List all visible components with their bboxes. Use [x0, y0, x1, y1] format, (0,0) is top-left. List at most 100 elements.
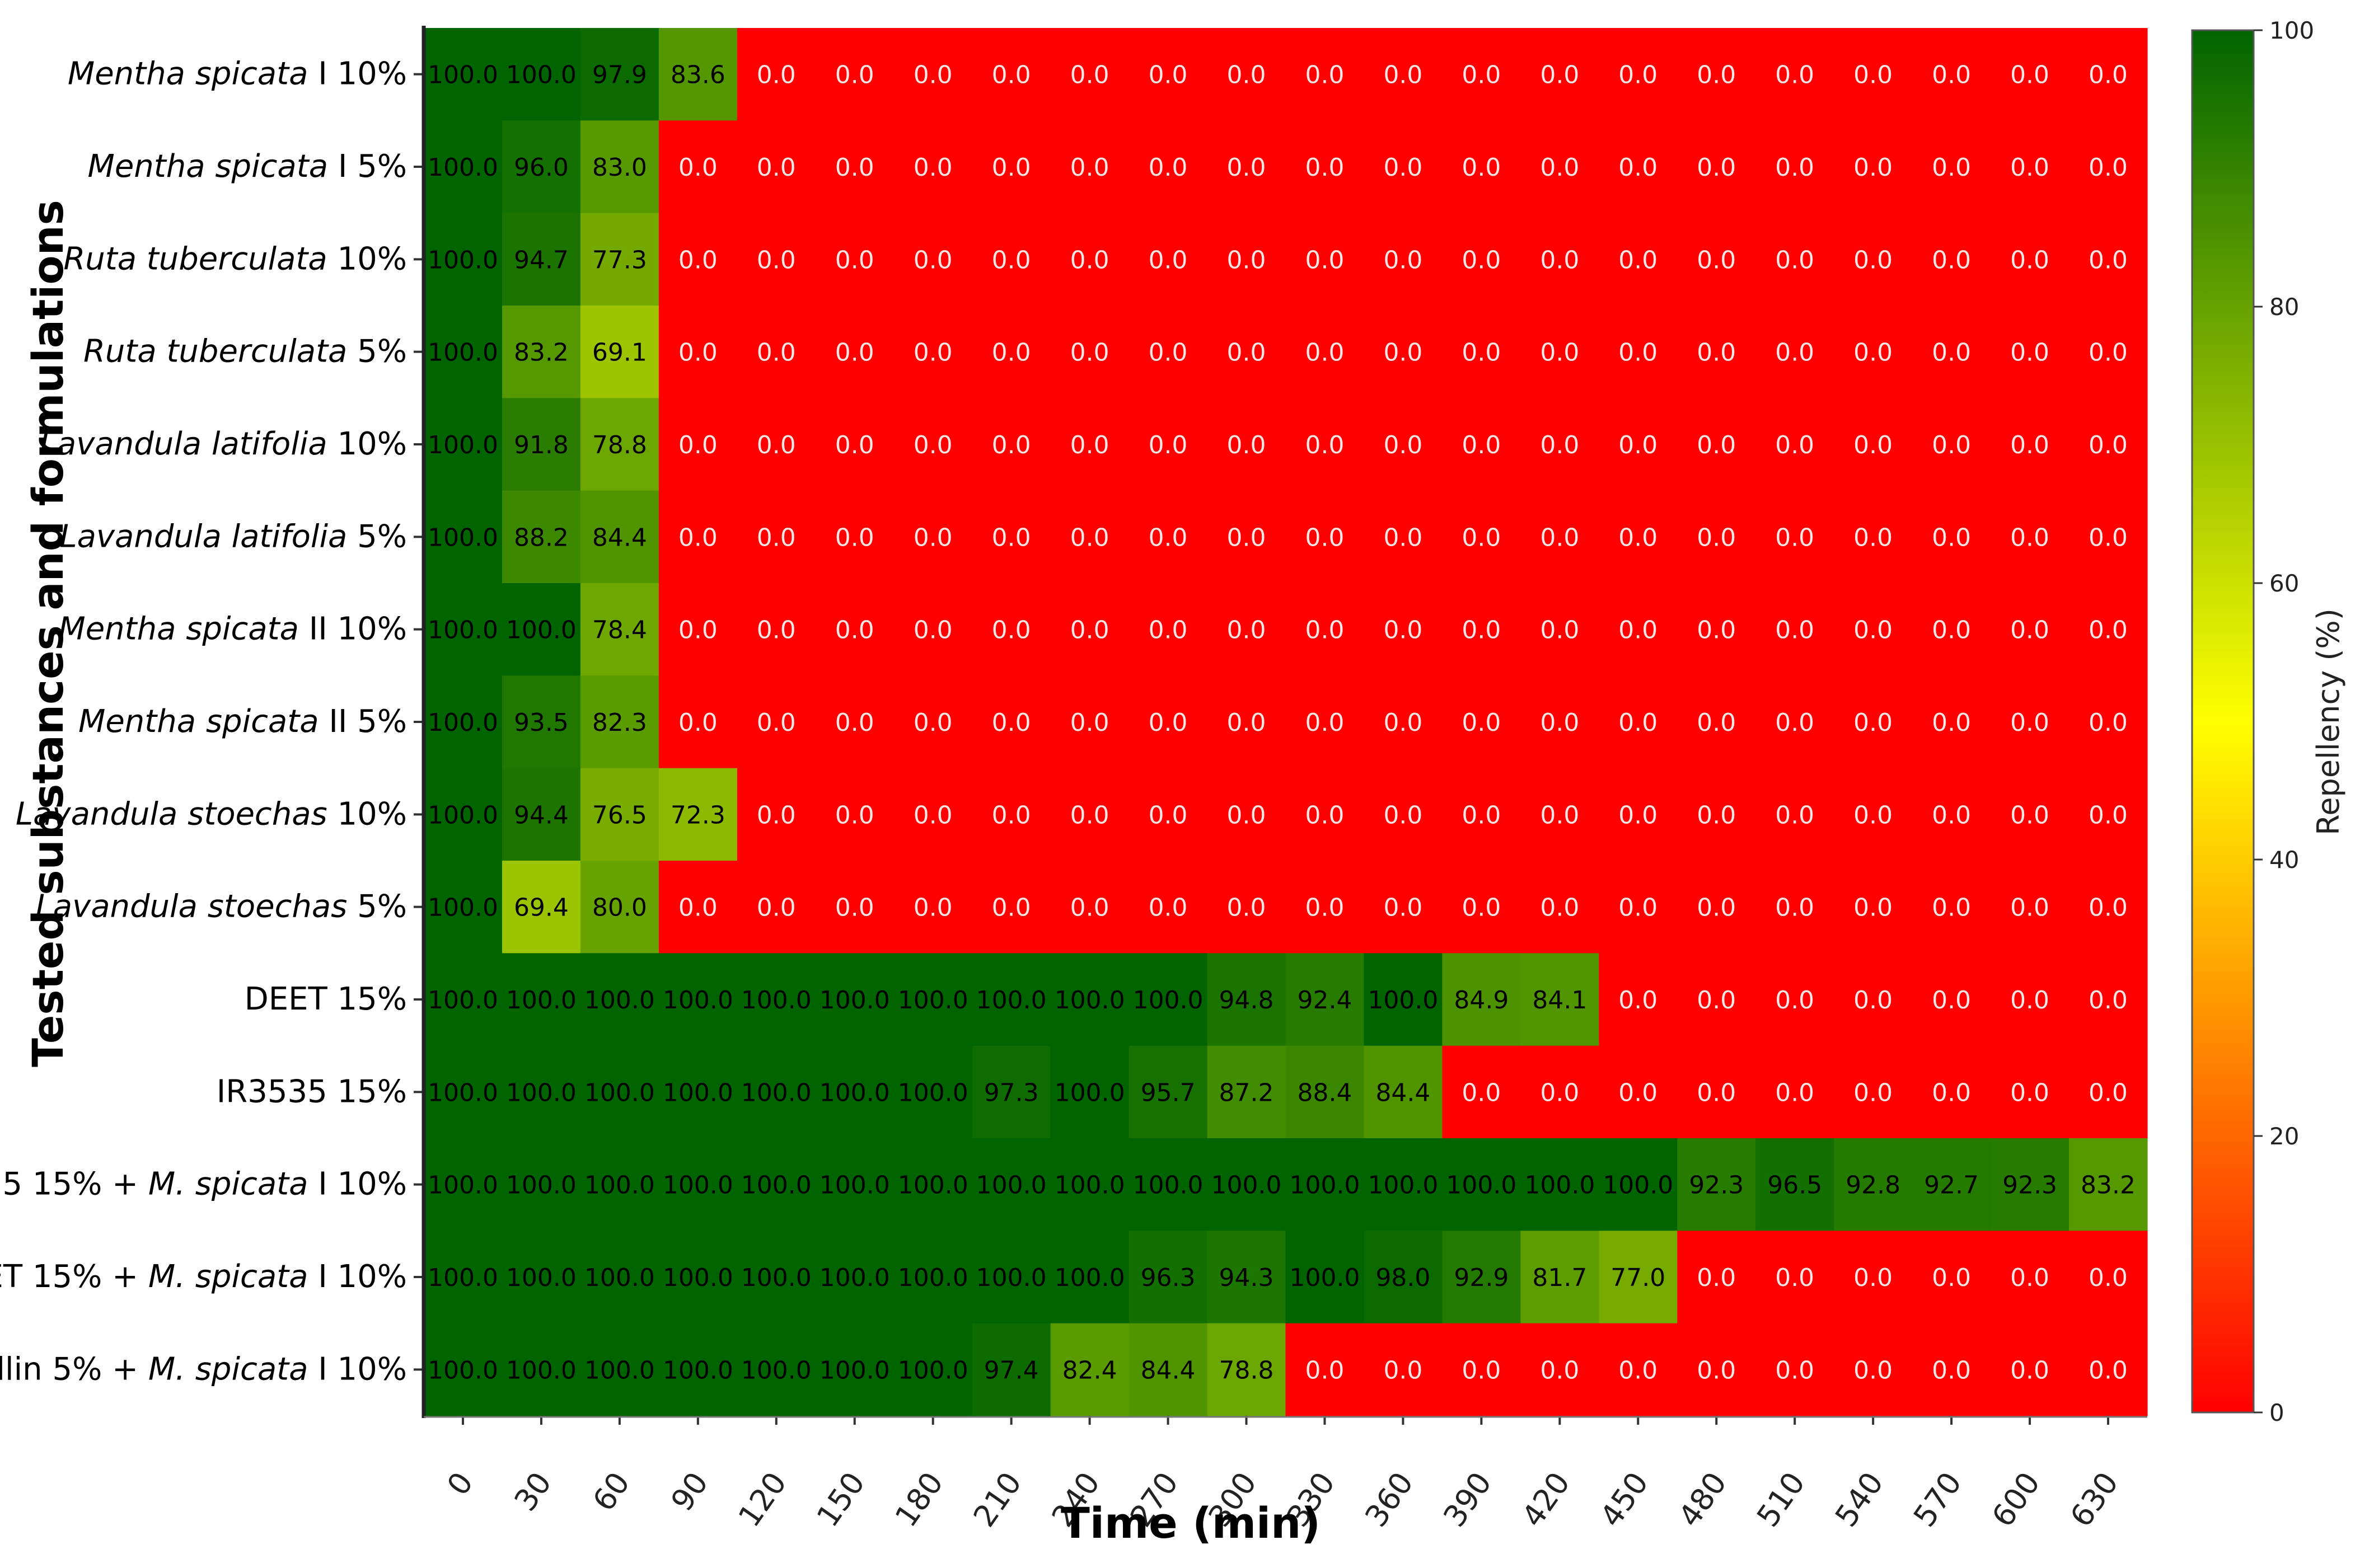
- cell-value-label: 100.0: [1211, 1171, 1282, 1200]
- heatmap-cell: [1129, 398, 1208, 491]
- heatmap-cell: [1991, 1045, 2069, 1139]
- heatmap-cell: [658, 1231, 738, 1324]
- heatmap-cell: [1834, 768, 1913, 861]
- heatmap-cell: [658, 490, 738, 584]
- cell-value-label: 0.0: [1540, 61, 1579, 90]
- cell-value-label: 100.0: [506, 61, 577, 90]
- heatmap-cell: [972, 28, 1051, 121]
- cell-value-label: 0.0: [678, 153, 718, 182]
- heatmap-cell: [1050, 213, 1130, 306]
- cell-value-label: 0.0: [914, 894, 953, 922]
- cell-value-label: 100.0: [506, 1078, 577, 1107]
- cell-value-label: 0.0: [2010, 523, 2049, 552]
- cell-value-label: 0.0: [1618, 153, 1657, 182]
- cell-value-label: 0.0: [1305, 616, 1344, 645]
- colorbar-tick-label: 80: [2269, 293, 2299, 321]
- heatmap-cell: [502, 213, 581, 306]
- cell-value-label: 0.0: [757, 61, 796, 90]
- heatmap-cell: [1599, 1231, 1678, 1324]
- heatmap-cell: [815, 120, 895, 214]
- cell-value-label: 0.0: [1540, 1356, 1579, 1384]
- heatmap-cell: [658, 583, 738, 676]
- heatmap-cell: [1599, 306, 1678, 398]
- cell-value-label: 100.0: [663, 1356, 733, 1384]
- cell-value-label: 0.0: [1227, 431, 1266, 459]
- cell-value-label: 96.5: [1767, 1171, 1822, 1200]
- heatmap-cell: [1991, 768, 2069, 861]
- heatmap-cell: [424, 768, 503, 861]
- y-tick-label: IR3535 15%: [217, 1073, 407, 1110]
- cell-value-label: 0.0: [1227, 339, 1266, 367]
- cell-value-label: 100.0: [1524, 1171, 1595, 1200]
- cell-value-label: 0.0: [992, 61, 1031, 90]
- heatmap-cell: [1129, 120, 1208, 214]
- heatmap-cell: [1285, 490, 1365, 584]
- heatmap-cell: [972, 861, 1051, 954]
- cell-value-label: 0.0: [757, 431, 796, 459]
- cell-value-label: 0.0: [1070, 339, 1109, 367]
- heatmap-cell: [1207, 1323, 1286, 1416]
- heatmap-cell: [1050, 583, 1130, 676]
- heatmap-cell: [1442, 28, 1521, 121]
- cell-value-label: 92.9: [1454, 1264, 1509, 1292]
- heatmap-cell: [1207, 490, 1286, 584]
- heatmap-cell: [580, 953, 659, 1046]
- colorbar-tick-label: 0: [2269, 1399, 2284, 1426]
- heatmap-cell: [1207, 120, 1286, 214]
- heatmap-cell: [1050, 768, 1130, 861]
- heatmap-cell: [1442, 768, 1521, 861]
- heatmap-cell: [580, 306, 659, 398]
- heatmap-cell: [502, 28, 581, 121]
- cell-value-label: 0.0: [678, 894, 718, 922]
- heatmap-cell: [1677, 306, 1756, 398]
- cell-value-label: 0.0: [1775, 339, 1814, 367]
- heatmap-cell: [658, 213, 738, 306]
- x-tick-label: 0: [440, 1466, 480, 1501]
- cell-value-label: 0.0: [1149, 708, 1188, 737]
- cell-value-label: 78.8: [1219, 1356, 1274, 1384]
- heatmap-cell: [1285, 1323, 1365, 1416]
- cell-value-label: 0.0: [1149, 616, 1188, 645]
- heatmap-cell: [1050, 398, 1130, 491]
- cell-value-label: 0.0: [1305, 801, 1344, 829]
- cell-value-label: 0.0: [1932, 894, 1971, 922]
- heatmap-cell: [893, 120, 973, 214]
- cell-value-label: 0.0: [1775, 1264, 1814, 1292]
- cell-value-label: 0.0: [1227, 708, 1266, 737]
- cell-value-label: 0.0: [1305, 708, 1344, 737]
- heatmap-cell: [972, 768, 1051, 861]
- heatmap-cell: [1364, 120, 1443, 214]
- cell-value-label: 0.0: [757, 339, 796, 367]
- cell-value-label: 100.0: [898, 1264, 968, 1292]
- cell-value-label: 0.0: [678, 431, 718, 459]
- cell-value-label: 0.0: [1932, 523, 1971, 552]
- cell-value-label: 100.0: [428, 431, 498, 459]
- cell-value-label: 77.3: [592, 246, 647, 274]
- cell-value-label: 0.0: [1697, 523, 1736, 552]
- heatmap-cell: [737, 306, 816, 398]
- cell-value-label: 0.0: [2010, 1356, 2049, 1384]
- cell-value-label: 100.0: [898, 1078, 968, 1107]
- cell-value-label: 93.5: [514, 708, 569, 737]
- heatmap-cell: [815, 1231, 895, 1324]
- heatmap-cell: [1912, 583, 1991, 676]
- cell-value-label: 0.0: [1697, 708, 1736, 737]
- cell-value-label: 0.0: [1932, 616, 1971, 645]
- heatmap-cell: [1912, 28, 1991, 121]
- cell-value-label: 0.0: [1853, 1264, 1893, 1292]
- cell-value-label: 0.0: [1070, 61, 1109, 90]
- heatmap-cell: [424, 1138, 503, 1231]
- heatmap-cell: [893, 953, 973, 1046]
- heatmap-cell: [1599, 1045, 1678, 1139]
- cell-value-label: 0.0: [1462, 61, 1501, 90]
- cell-value-label: 0.0: [2089, 61, 2128, 90]
- heatmap-cell: [1599, 28, 1678, 121]
- cell-value-label: 84.4: [1375, 1078, 1430, 1107]
- cell-value-label: 0.0: [2089, 1264, 2128, 1292]
- heatmap-cell: [1599, 490, 1678, 584]
- heatmap-cell: [1050, 28, 1130, 121]
- heatmap-cell: [893, 28, 973, 121]
- cell-value-label: 83.0: [592, 153, 647, 182]
- heatmap-cell: [1991, 953, 2069, 1046]
- heatmap-cell: [1364, 28, 1443, 121]
